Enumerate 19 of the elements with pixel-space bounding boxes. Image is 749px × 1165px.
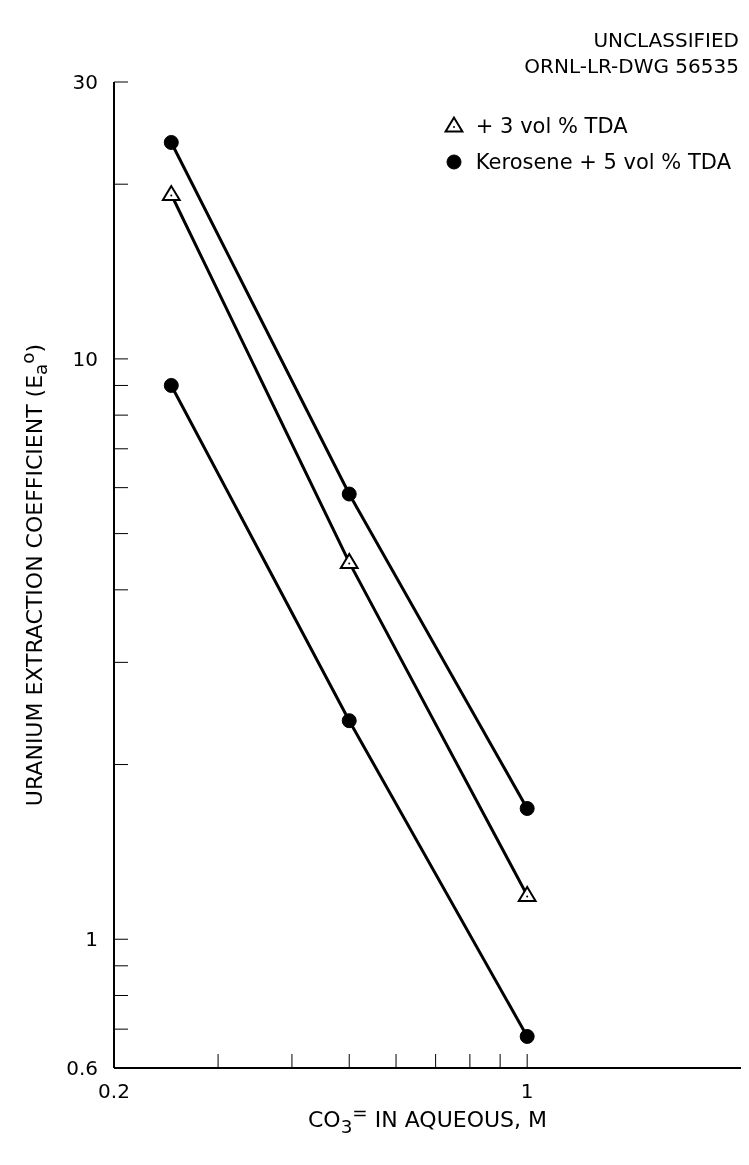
point [163,134,179,150]
legend-label: + 3 vol % TDA [475,114,628,138]
point [341,486,357,502]
x-tick-label: 0.2 [98,1079,130,1104]
point [519,800,535,816]
x-axis-title: CO$_{3}$$^{=}$ IN AQUEOUS, M [307,1102,548,1137]
text: UNCLASSIFIED [593,28,739,52]
y-tick-label: 0.6 [66,1056,98,1081]
legend-label: Kerosene + 5 vol % TDA [475,150,731,174]
point [519,1028,535,1044]
text: ORNL-LR-DWG 56535 [524,54,739,78]
point [341,713,357,729]
point [163,377,179,393]
y-tick-label: 10 [72,347,98,371]
y-tick-label: 30 [72,70,98,95]
point [161,185,181,202]
point [517,886,537,903]
point [339,553,359,570]
y-tick-label: 1 [85,927,98,952]
